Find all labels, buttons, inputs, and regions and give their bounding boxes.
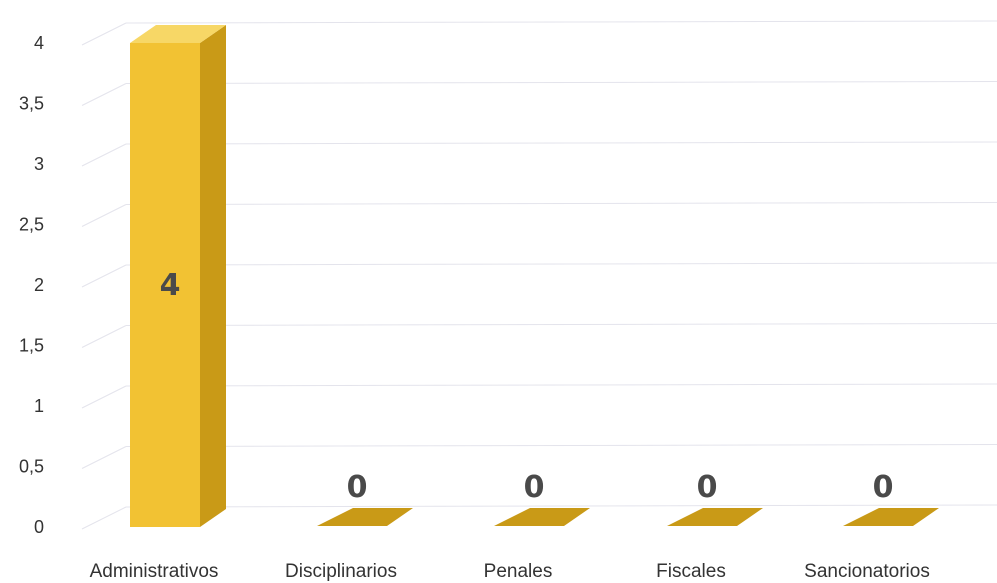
grid-line-depth [81,325,127,348]
data-label: 0 [697,470,718,505]
grid-line-depth [81,446,127,469]
grid-line-depth [81,22,127,46]
grid-line [125,202,997,205]
grid-line [125,444,997,447]
data-label: 0 [873,470,894,505]
data-label: 4 [160,268,181,303]
y-tick-label: 1,5 [19,336,44,356]
grid-line-depth [81,204,127,227]
x-category-label: Fiscales [656,561,726,582]
bar-flat [843,508,939,526]
x-category-label: Penales [484,561,553,582]
data-label: 0 [347,470,368,505]
grid-line [125,323,997,326]
grid-line-depth [81,143,127,167]
y-tick-label: 0,5 [19,457,44,477]
bar [667,508,763,526]
x-axis-categories: Administrativos Disciplinarios Penales Fisc… [90,561,930,582]
bar-flat [317,508,413,526]
y-tick-label: 2,5 [19,215,44,235]
data-labels: 4 0 0 0 0 [160,268,894,505]
x-category-label: Disciplinarios [285,561,397,582]
grid-lines [81,20,997,530]
grid-line-depth [81,506,127,530]
bar-flat [667,508,763,526]
y-tick-label: 3,5 [19,94,44,114]
bar [843,508,939,526]
bar-front [130,43,200,527]
y-tick-label: 1 [34,396,44,416]
bar-side [200,25,226,527]
grid-line [125,20,997,24]
grid-line [125,141,997,145]
y-tick-label: 2 [34,275,44,295]
grid-line [125,81,997,84]
y-tick-label: 3 [34,154,44,174]
bar [130,25,226,527]
grid-line [125,262,997,266]
grid-line-depth [81,385,127,409]
bar-top [130,25,226,43]
y-tick-label: 4 [34,33,44,53]
x-category-label: Sancionatorios [804,561,930,582]
grid-line-depth [81,83,127,106]
grid-line-depth [81,264,127,288]
y-axis-ticks: 0 0,5 1 1,5 2 2,5 3 3,5 4 [19,33,44,537]
grid-line [125,383,997,387]
bar-flat [494,508,590,526]
x-category-label: Administrativos [90,561,219,582]
bars [130,25,939,527]
y-tick-label: 0 [34,517,44,537]
bar [317,508,413,526]
bar [494,508,590,526]
data-label: 0 [524,470,545,505]
grid-line [125,504,997,508]
